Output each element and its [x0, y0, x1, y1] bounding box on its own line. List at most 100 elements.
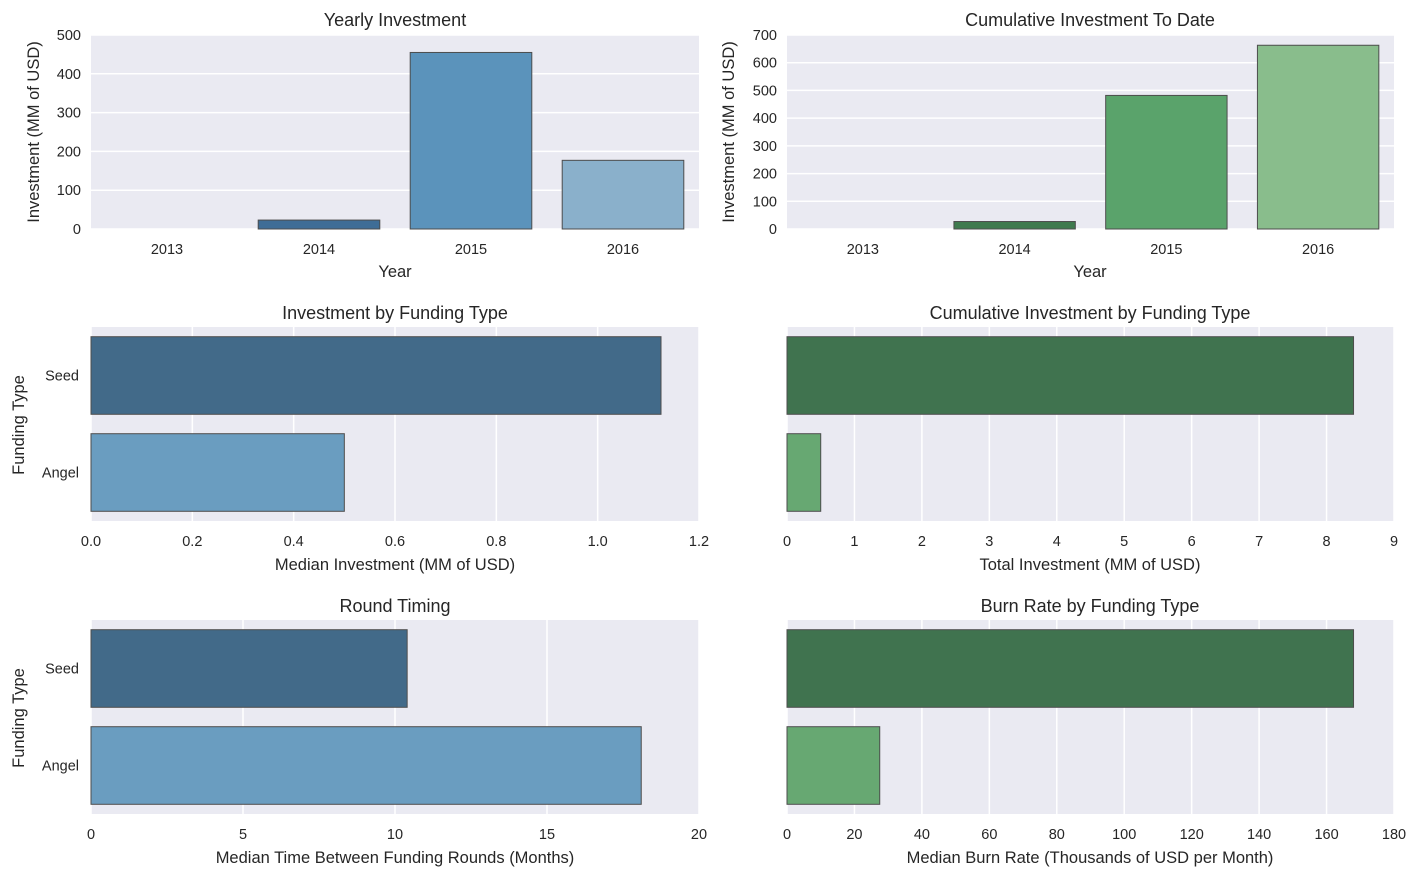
x-axis-label: Total Investment (MM of USD) — [980, 556, 1201, 574]
bar-angel — [786, 433, 822, 512]
x-tick-label: 180 — [1382, 827, 1406, 843]
x-axis-label: Year — [378, 263, 412, 281]
bar-2016 — [1256, 44, 1380, 230]
y-tick-label: Seed — [45, 369, 79, 385]
chart-title: Cumulative Investment by Funding Type — [930, 303, 1251, 323]
tick-labels: 0 20 40 60 80 100 120 140 160 180 — [783, 827, 1406, 843]
x-tick-label: 2016 — [607, 242, 639, 258]
y-tick-label: 200 — [753, 167, 777, 183]
bar-seed — [90, 336, 662, 415]
tick-labels: 0 5 10 15 20 Seed Angel — [42, 662, 707, 844]
x-axis-label: Median Burn Rate (Thousands of USD per M… — [907, 849, 1274, 867]
x-tick-label: 3 — [985, 534, 993, 550]
x-tick-label: 1.0 — [588, 534, 608, 550]
y-tick-label: 0 — [769, 222, 777, 238]
bar-angel — [90, 726, 642, 805]
x-tick-label: 9 — [1390, 534, 1398, 550]
x-tick-label: 2 — [918, 534, 926, 550]
y-axis-label: Funding Type — [10, 668, 28, 768]
x-tick-label: 1 — [850, 534, 858, 550]
grid-lines — [91, 34, 699, 230]
y-axis-label: Investment (MM of USD) — [720, 41, 738, 223]
x-tick-label: 6 — [1188, 534, 1196, 550]
x-tick-label: 7 — [1255, 534, 1263, 550]
x-tick-label: 20 — [846, 827, 862, 843]
x-tick-label: 2016 — [1302, 242, 1334, 258]
tick-labels: 0 1 2 3 4 5 6 7 8 9 — [783, 534, 1398, 550]
bars — [90, 336, 662, 512]
x-tick-label: 0.2 — [182, 534, 202, 550]
x-axis-label: Year — [1073, 263, 1107, 281]
y-tick-label: Seed — [45, 662, 79, 678]
y-axis-label: Investment (MM of USD) — [25, 41, 43, 223]
y-tick-label: 300 — [753, 139, 777, 155]
x-tick-label: 5 — [239, 827, 247, 843]
bar-angel — [786, 726, 881, 805]
x-tick-label: 60 — [981, 827, 997, 843]
bars — [257, 51, 685, 230]
x-tick-label: 40 — [914, 827, 930, 843]
x-tick-label: 80 — [1049, 827, 1065, 843]
x-tick-label: 0 — [783, 534, 791, 550]
bar-seed — [786, 629, 1355, 708]
x-tick-label: 140 — [1247, 827, 1271, 843]
x-tick-label: 0.0 — [81, 534, 101, 550]
x-tick-label: 2014 — [303, 242, 335, 258]
y-tick-label: 500 — [753, 83, 777, 99]
y-tick-label: 200 — [57, 144, 81, 160]
x-axis-label: Median Time Between Funding Rounds (Mont… — [216, 849, 575, 867]
x-tick-label: 2013 — [847, 242, 879, 258]
x-tick-label: 20 — [691, 827, 707, 843]
bar-2014 — [953, 221, 1076, 230]
y-tick-label: 500 — [57, 28, 81, 44]
y-tick-label: 300 — [57, 106, 81, 122]
bars — [786, 336, 1355, 512]
panel-cumulative-by-funding-type: 0 1 2 3 4 5 6 7 8 9 Cumulative Investment by Fund… — [783, 303, 1398, 574]
x-tick-label: 10 — [387, 827, 403, 843]
panel-investment-by-funding-type: 0.0 0.2 0.4 0.6 0.8 1.0 1.2 Seed Angel Investmen… — [10, 303, 709, 574]
chart-title: Cumulative Investment To Date — [965, 10, 1215, 30]
chart-title: Yearly Investment — [324, 10, 466, 30]
y-tick-label: 400 — [57, 67, 81, 83]
panel-round-timing: 0 5 10 15 20 Seed Angel Round Timing Median Ti… — [10, 596, 707, 867]
bar-2014 — [257, 219, 381, 230]
tick-labels: 0.0 0.2 0.4 0.6 0.8 1.0 1.2 Seed Angel — [42, 369, 709, 551]
bar-2016 — [561, 159, 685, 230]
y-tick-label: Angel — [42, 466, 79, 482]
bar-seed — [90, 629, 408, 708]
y-tick-label: Angel — [42, 759, 79, 775]
chart-title: Investment by Funding Type — [282, 303, 508, 323]
x-tick-label: 15 — [539, 827, 555, 843]
panel-burn-rate: 0 20 40 60 80 100 120 140 160 180 Burn Rate by Fu… — [783, 596, 1406, 867]
bar-angel — [90, 433, 345, 512]
x-tick-label: 2014 — [998, 242, 1030, 258]
bar-2015 — [409, 51, 533, 230]
x-tick-label: 0.4 — [284, 534, 304, 550]
x-axis-label: Median Investment (MM of USD) — [275, 556, 515, 574]
x-tick-label: 0 — [87, 827, 95, 843]
x-tick-label: 160 — [1314, 827, 1338, 843]
tick-labels: 0 100 200 300 400 500 2013 2014 2015 2016 — [57, 28, 639, 258]
chart-title: Burn Rate by Funding Type — [981, 596, 1200, 616]
x-tick-label: 2015 — [1150, 242, 1182, 258]
x-tick-label: 4 — [1053, 534, 1061, 550]
y-tick-label: 600 — [753, 56, 777, 72]
panel-cumulative-investment: 0 100 200 300 400 500 600 700 2013 2014 2015 2016 C… — [720, 10, 1394, 281]
tick-labels: 0 100 200 300 400 500 600 700 2013 2014 2015 2016 — [753, 28, 1334, 258]
x-tick-label: 2015 — [455, 242, 487, 258]
x-tick-label: 5 — [1120, 534, 1128, 550]
y-tick-label: 0 — [73, 222, 81, 238]
bar-2015 — [1105, 94, 1228, 230]
x-tick-label: 120 — [1180, 827, 1204, 843]
bar-seed — [786, 336, 1355, 415]
y-tick-label: 100 — [753, 194, 777, 210]
y-tick-label: 100 — [57, 183, 81, 199]
panel-yearly-investment: 0 100 200 300 400 500 2013 2014 2015 2016 Yearly … — [25, 10, 699, 281]
chart-title: Round Timing — [339, 596, 450, 616]
x-tick-label: 2013 — [151, 242, 183, 258]
bars — [786, 629, 1355, 805]
bars — [90, 629, 642, 805]
y-axis-label: Funding Type — [10, 375, 28, 475]
x-tick-label: 1.2 — [689, 534, 709, 550]
